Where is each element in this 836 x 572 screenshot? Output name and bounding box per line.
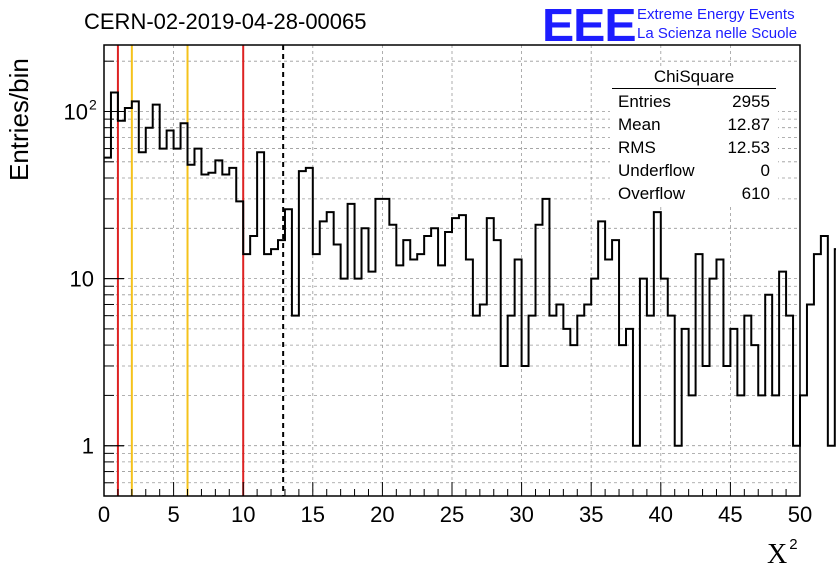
y-axis-label: Entries/bin [4,58,34,181]
x-tick-label: 20 [370,502,394,527]
stats-label: RMS [618,138,656,157]
x-tick-label: 45 [718,502,742,527]
stats-value: 610 [741,184,770,203]
y-tick-label: 1 [82,434,94,459]
stats-label: Mean [618,115,661,134]
stats-value: 12.53 [727,138,770,157]
x-tick-label: 30 [509,502,533,527]
x-tick-labels: 0 5 10 15 20 25 30 35 40 45 50 [98,502,812,527]
x-tick-label: 25 [440,502,464,527]
x-tick-label: 0 [98,502,110,527]
logo-caption-line1: Extreme Energy Events [637,6,795,23]
stats-row-mean: Mean 12.87 [610,113,778,136]
x-tick-label: 15 [301,502,325,527]
stats-row-entries: Entries 2955 [610,90,778,113]
run-title: CERN-02-2019-04-28-00065 [84,9,367,34]
stats-row-rms: RMS 12.53 [610,136,778,159]
axis-ticks [103,60,801,496]
eee-logo: EEE [542,0,637,51]
grid-lines [104,45,800,496]
stats-box: ChiSquare Entries 2955 Mean 12.87 RMS 12.53… [610,67,778,205]
stats-label: Overflow [618,184,686,203]
stats-title: ChiSquare [612,67,776,89]
stats-value: 12.87 [727,115,770,134]
stats-value: 0 [760,161,770,180]
histogram-line [104,91,836,447]
x-axis-label-text: X [767,539,788,570]
stats-value: 2955 [732,92,770,111]
x-tick-label: 50 [788,502,812,527]
stats-row-overflow: Overflow 610 [610,182,778,205]
y-tick-label-exponent: 2 [89,96,97,112]
stats-label: Entries [618,92,671,111]
vertical-markers [116,45,285,496]
y-tick-label: 10 [70,267,94,292]
x-tick-label: 5 [167,502,179,527]
y-tick-label: 10 [64,99,88,124]
logo-caption: Extreme Energy Events La Scienza nelle S… [637,5,797,43]
x-tick-label: 10 [231,502,255,527]
x-tick-label: 40 [649,502,673,527]
logo-caption-line2: La Scienza nelle Scuole [637,25,798,42]
x-tick-label: 35 [579,502,603,527]
x-axis-label-exponent: 2 [789,536,798,553]
stats-label: Underflow [618,161,695,180]
stats-row-underflow: Underflow 0 [610,159,778,182]
y-tick-label-base: 10 [64,99,88,124]
